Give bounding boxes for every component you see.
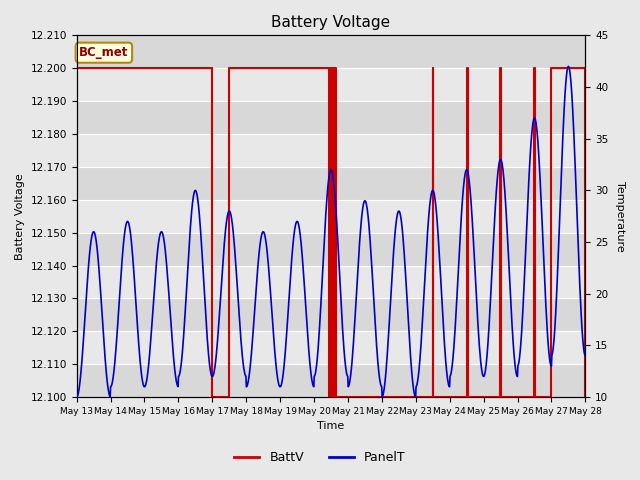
Text: BC_met: BC_met	[79, 46, 129, 59]
Bar	[77, 233, 586, 265]
Legend: BattV, PanelT: BattV, PanelT	[229, 446, 411, 469]
Y-axis label: Temperature: Temperature	[615, 181, 625, 252]
Bar	[77, 36, 586, 68]
X-axis label: Time: Time	[317, 421, 344, 432]
Bar	[77, 364, 586, 397]
Bar	[77, 265, 586, 299]
Y-axis label: Battery Voltage: Battery Voltage	[15, 173, 25, 260]
Bar	[77, 101, 586, 134]
Bar	[77, 167, 586, 200]
Bar	[77, 68, 586, 101]
Title: Battery Voltage: Battery Voltage	[271, 15, 390, 30]
Bar	[77, 134, 586, 167]
Bar	[77, 331, 586, 364]
Bar	[77, 200, 586, 233]
Bar	[77, 299, 586, 331]
